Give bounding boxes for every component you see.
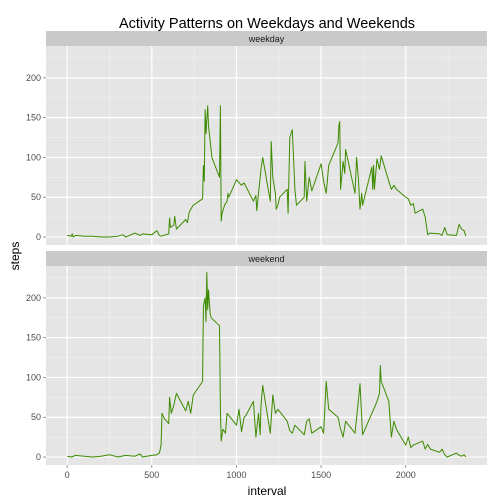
- chart-title: Activity Patterns on Weekdays and Weeken…: [119, 16, 415, 32]
- x-axis-ticks: 0 500 1000 1500 2000: [65, 465, 416, 480]
- plot-background-weekday: [46, 46, 487, 245]
- x-tick-label: 0: [65, 470, 70, 480]
- x-axis-label: interval: [248, 484, 287, 498]
- series-line-weekday: [67, 105, 467, 238]
- series-line-weekend: [67, 271, 467, 458]
- x-tick-label: 1000: [226, 470, 246, 480]
- y-tick-label: 200: [26, 73, 41, 83]
- y-tick-label: 100: [26, 152, 41, 162]
- x-tick-label: 500: [144, 470, 159, 480]
- y-tick-label: 200: [26, 293, 41, 303]
- y-tick-label: 0: [36, 452, 41, 462]
- y-axis-label: steps: [8, 242, 22, 271]
- y-tick-label: 150: [26, 333, 41, 343]
- y-tick-label: 50: [31, 412, 41, 422]
- strip-weekend: [46, 251, 487, 266]
- strip-label-weekend: weekend: [247, 254, 284, 264]
- x-tick-label: 1500: [311, 470, 331, 480]
- plot-background-weekend: [46, 266, 487, 465]
- x-tick-label: 2000: [396, 470, 416, 480]
- panel-weekend: weekend: [46, 251, 487, 465]
- y-axis-ticks: 0 50 100 150 200 0 50 100 150 200: [26, 73, 46, 462]
- y-tick-label: 50: [31, 192, 41, 202]
- strip-label-weekday: weekday: [248, 34, 285, 44]
- y-tick-label: 0: [36, 232, 41, 242]
- y-tick-label: 100: [26, 372, 41, 382]
- panel-weekday: weekday: [46, 31, 487, 245]
- y-tick-label: 150: [26, 113, 41, 123]
- strip-weekday: [46, 31, 487, 46]
